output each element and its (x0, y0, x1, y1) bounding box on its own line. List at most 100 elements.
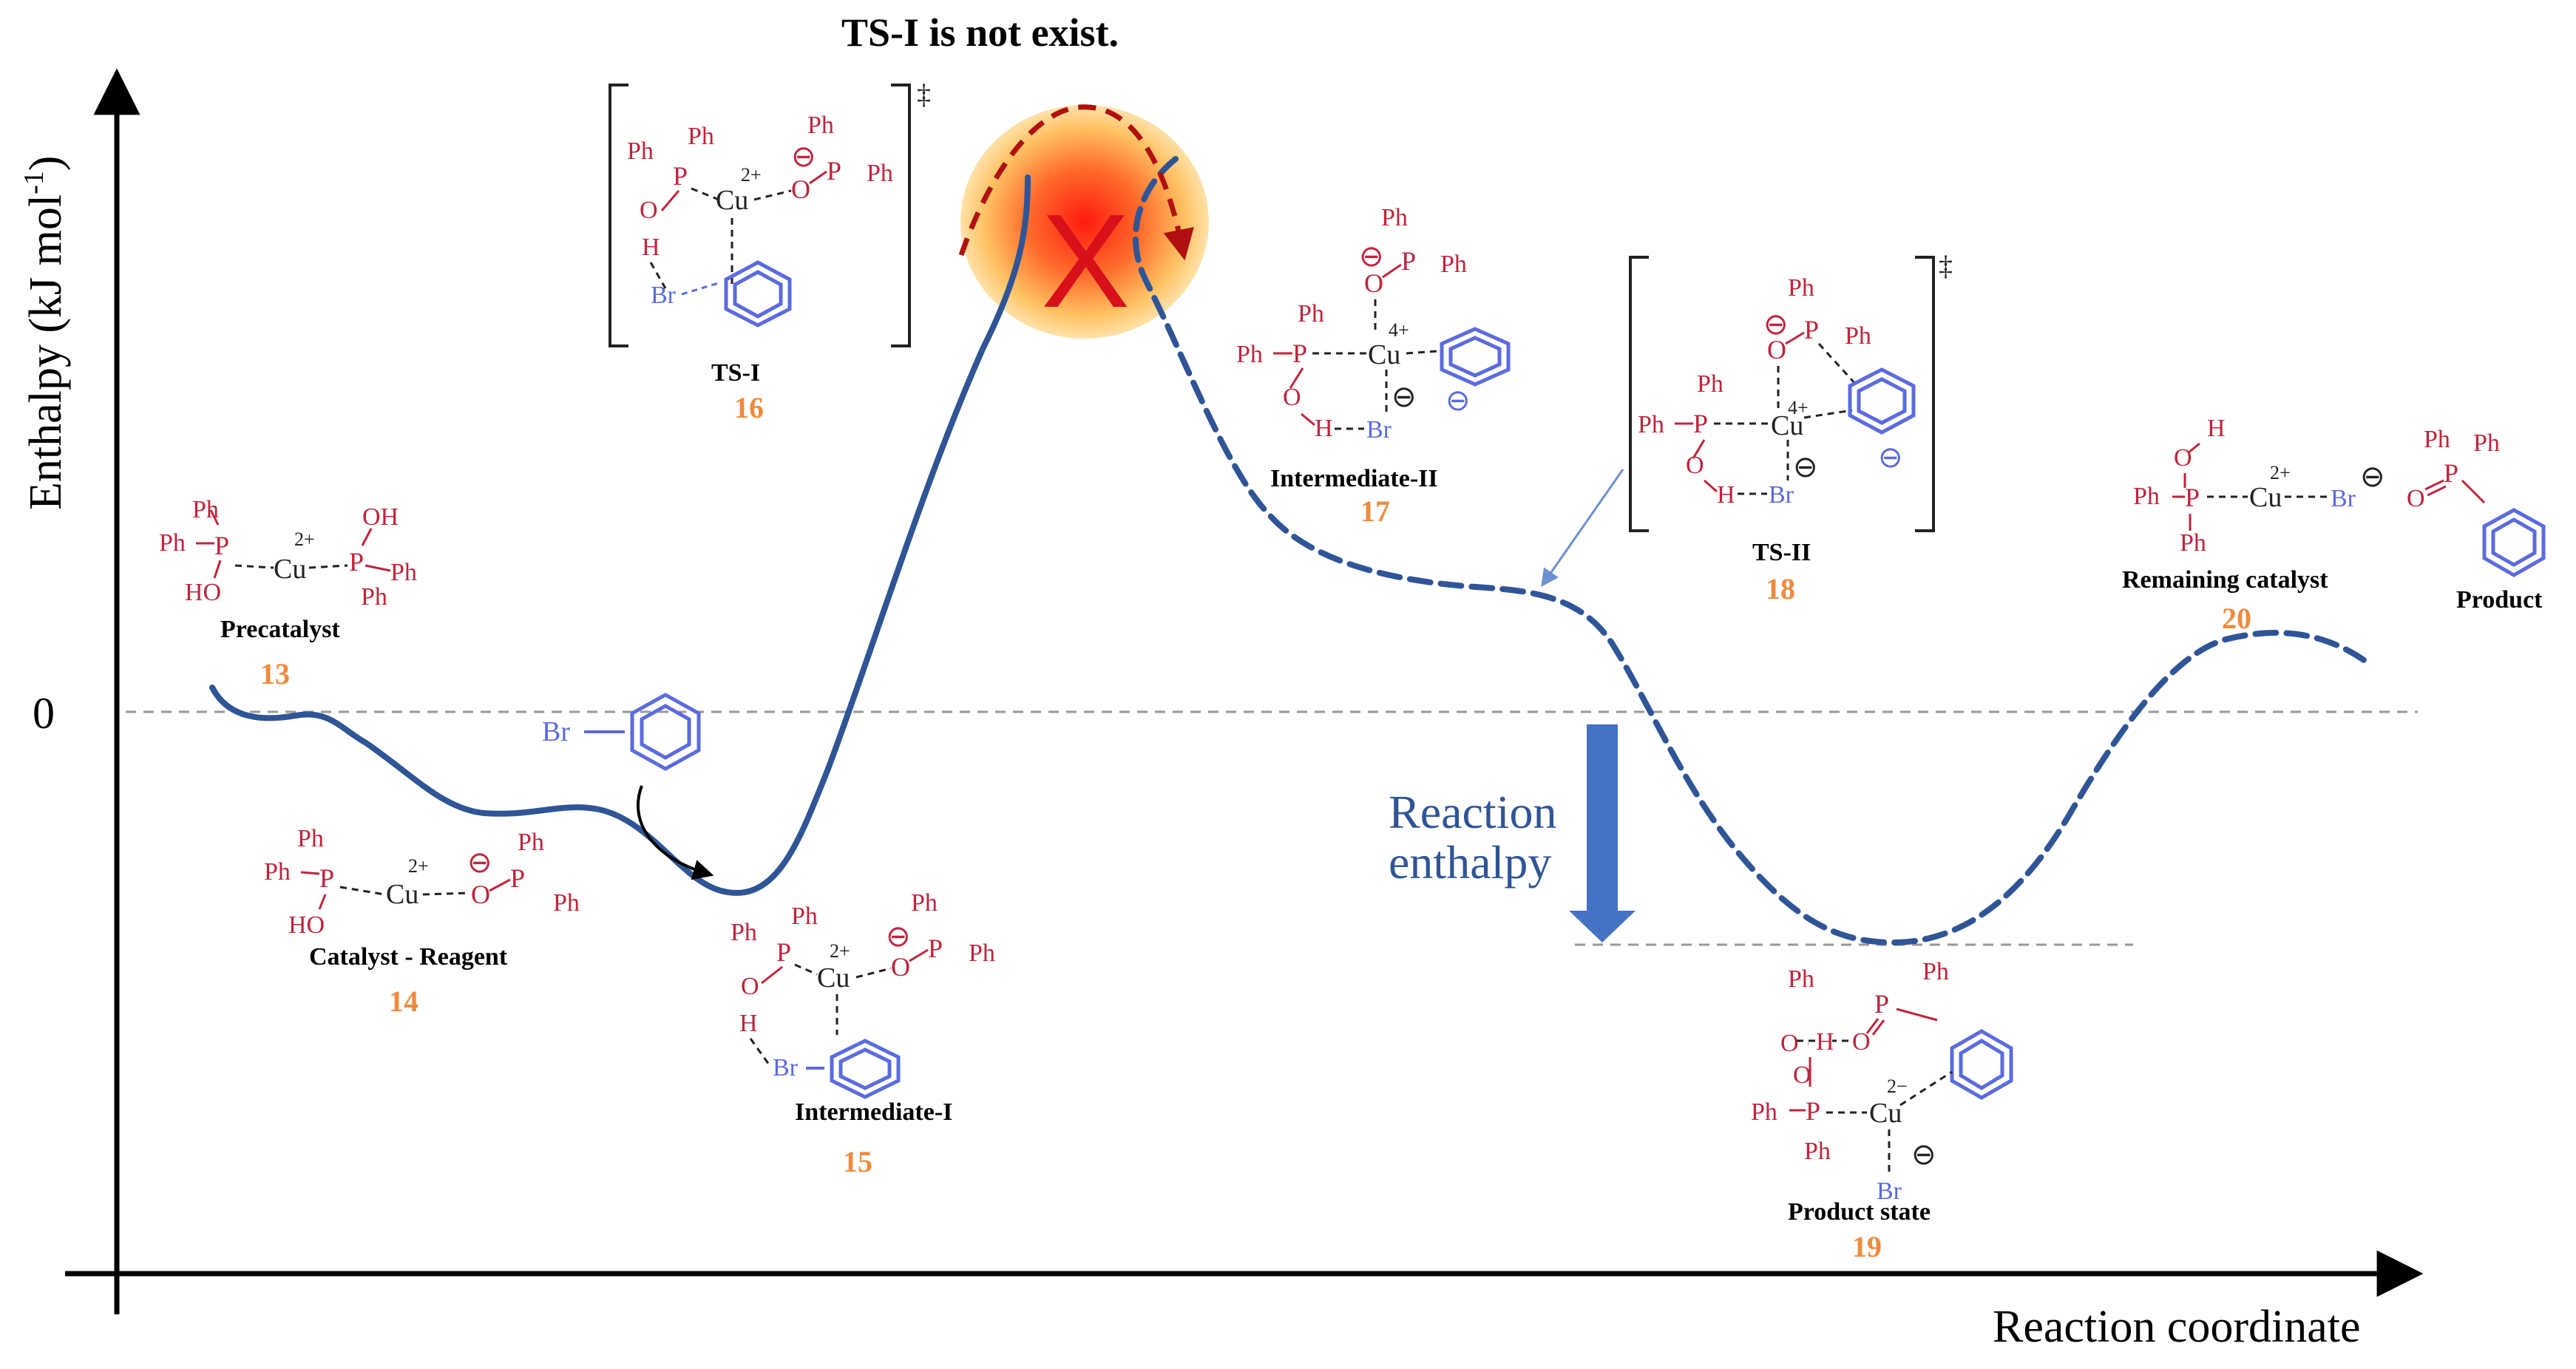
svg-text:OH: OH (362, 503, 399, 531)
svg-text:4+: 4+ (1788, 397, 1809, 418)
label-catalyst-reagent: Catalyst - Reagent (309, 943, 508, 971)
number-intermediate-ii: 17 (1360, 495, 1390, 528)
label-product: Product (2456, 586, 2543, 614)
svg-text:O: O (471, 880, 490, 909)
svg-text:O: O (741, 973, 759, 1000)
svg-text:O: O (1283, 384, 1301, 411)
svg-text:H: H (642, 234, 660, 261)
svg-text:O: O (1793, 1061, 1811, 1089)
svg-text:Ph: Ph (911, 889, 938, 917)
label-remaining-catalyst: Remaining catalyst (2122, 566, 2328, 594)
svg-text:O: O (891, 952, 910, 982)
label-ts-i: TS-I (711, 359, 760, 387)
svg-text:Cu: Cu (386, 879, 418, 910)
svg-text:H: H (1315, 415, 1333, 442)
svg-text:Ph: Ph (553, 889, 580, 917)
svg-text:Ph: Ph (1922, 958, 1949, 985)
svg-text:H: H (1717, 481, 1735, 509)
ts1-hypothetical-path (958, 104, 1194, 261)
svg-text:⊖: ⊖ (1392, 380, 1417, 413)
structure-remaining-catalyst: H O Ph P Ph Cu 2+ Br ⊖ (2133, 415, 2385, 557)
svg-text:P: P (776, 937, 791, 967)
svg-text:2−: 2− (1887, 1076, 1908, 1097)
energy-curve-solid (209, 174, 1031, 896)
svg-text:P: P (349, 547, 364, 577)
svg-text:2+: 2+ (294, 529, 315, 550)
svg-text:Br: Br (1769, 481, 1794, 509)
ts2-pointer (1541, 469, 1624, 587)
svg-text:Ph: Ph (1845, 322, 1871, 350)
number-ts-ii: 18 (1766, 572, 1795, 605)
svg-text:P: P (1806, 1096, 1820, 1126)
svg-text:Ph: Ph (159, 529, 186, 557)
energy-curve-dashed (1132, 156, 2369, 946)
svg-text:O: O (1686, 452, 1704, 479)
svg-text:Ph: Ph (1788, 274, 1814, 302)
svg-text:Ph: Ph (867, 160, 893, 187)
svg-text:Ph: Ph (2180, 529, 2206, 557)
svg-text:Br: Br (2331, 485, 2356, 512)
svg-text:P: P (928, 934, 943, 963)
structure-ts-i: ‡ Ph Ph P O H Cu 2+ O ⊖ P Ph Ph Br (609, 79, 931, 347)
label-intermediate-i: Intermediate-I (795, 1098, 952, 1126)
svg-text:Ph: Ph (2133, 483, 2160, 510)
svg-text:⊖: ⊖ (791, 140, 816, 173)
svg-text:P: P (673, 161, 688, 191)
svg-text:Ph: Ph (1440, 251, 1467, 278)
svg-text:O: O (2174, 444, 2192, 472)
svg-text:Ph: Ph (807, 112, 834, 139)
ts1-note: TS-I is not exist. (841, 10, 1119, 55)
svg-text:Ph: Ph (1697, 370, 1723, 398)
svg-text:Ph: Ph (1804, 1138, 1831, 1165)
svg-text:O: O (640, 197, 658, 224)
svg-text:⊖: ⊖ (1878, 441, 1903, 474)
svg-text:Ph: Ph (2473, 429, 2500, 457)
bromobenzene-reagent: Br (542, 693, 701, 771)
svg-text:P: P (2444, 458, 2458, 488)
svg-text:O: O (1852, 1028, 1871, 1056)
svg-text:Cu: Cu (2249, 482, 2282, 513)
reaction-enthalpy-arrow-shaft (1587, 724, 1618, 913)
svg-text:Cu: Cu (1368, 339, 1400, 370)
svg-text:O: O (1780, 1030, 1799, 1057)
svg-text:P: P (1804, 315, 1819, 344)
svg-text:‡: ‡ (1939, 251, 1953, 282)
label-intermediate-ii: Intermediate-II (1270, 465, 1438, 492)
svg-text:Ph: Ph (1638, 411, 1664, 438)
svg-text:⊖: ⊖ (886, 920, 911, 953)
structure-product-state: Ph Ph P O H O O Ph P Ph Cu 2− Br ⊖ (1751, 958, 2013, 1205)
svg-text:2+: 2+ (2270, 462, 2291, 483)
svg-text:O: O (791, 174, 810, 204)
svg-text:Cu: Cu (716, 185, 748, 216)
structure-intermediate-ii: Ph ⊖ O P Ph Cu 4+ Ph Ph P O H Br ⊖ ⊖ (1236, 204, 1511, 444)
svg-text:O: O (1364, 268, 1383, 298)
number-ts-i: 16 (734, 391, 764, 424)
svg-text:⊖: ⊖ (467, 846, 492, 879)
svg-text:Ph: Ph (1236, 341, 1263, 368)
svg-text:⊖: ⊖ (1763, 308, 1789, 341)
svg-text:⊖: ⊖ (1359, 240, 1384, 273)
svg-text:Ph: Ph (791, 903, 818, 930)
svg-text:2+: 2+ (408, 855, 429, 877)
structure-ts-ii: ‡ Ph ⊖ O P Ph Cu 4+ Ph Ph P O H Br ⊖ ⊖ (1629, 251, 1953, 532)
label-product-state: Product state (1788, 1198, 1931, 1226)
svg-text:O: O (1767, 335, 1786, 364)
x-axis-label: Reaction coordinate (1993, 1302, 2361, 1352)
reagent-entry-arrow (637, 785, 714, 880)
svg-text:Ph: Ph (264, 858, 291, 886)
svg-text:HO: HO (288, 911, 325, 939)
svg-text:2+: 2+ (741, 164, 762, 186)
svg-text:Ph: Ph (688, 123, 714, 150)
reaction-enthalpy-arrow-head (1569, 911, 1636, 942)
svg-text:P: P (1874, 989, 1889, 1019)
svg-text:Ph: Ph (297, 825, 324, 852)
svg-text:4+: 4+ (1389, 319, 1409, 341)
svg-text:P: P (827, 156, 841, 186)
svg-text:Ph: Ph (627, 137, 654, 165)
structure-catalyst-reagent: Ph Ph P HO Cu 2+ O ⊖ P Ph Ph (264, 825, 580, 939)
structure-precatalyst: Ph Ph P HO Cu 2+ P OH Ph Ph (159, 496, 417, 611)
svg-text:H: H (2207, 415, 2226, 442)
svg-text:⊖: ⊖ (1911, 1138, 1936, 1171)
svg-text:Ph: Ph (390, 559, 417, 586)
svg-text:Cu: Cu (1869, 1098, 1902, 1129)
